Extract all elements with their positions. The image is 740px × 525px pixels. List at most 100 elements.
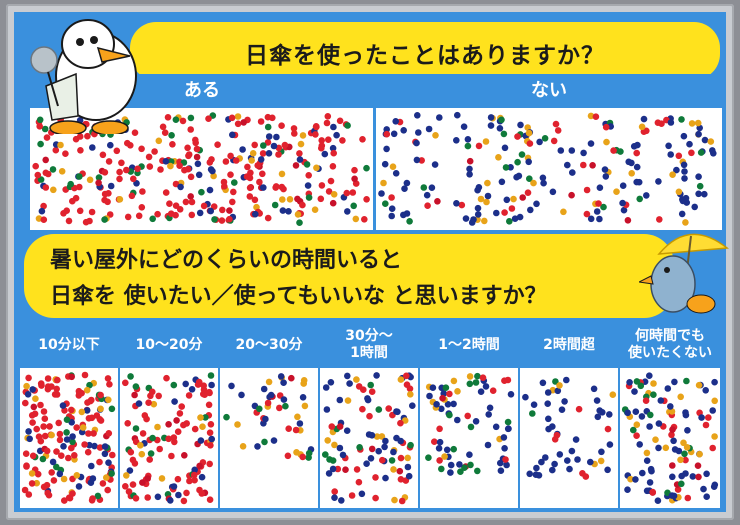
sticker-dot [252, 210, 259, 218]
sticker-dot [294, 413, 301, 421]
sticker-dot [176, 162, 183, 169]
sticker-dot [388, 194, 395, 201]
sticker-dot [170, 381, 178, 389]
sticker-dot [590, 385, 598, 393]
sticker-dot [286, 196, 294, 203]
sticker-dot [696, 182, 704, 190]
sticker-dot [368, 388, 376, 395]
sticker-dot [313, 164, 320, 172]
sticker-dot [257, 156, 265, 163]
sticker-dot [84, 399, 91, 406]
sticker-dot [229, 131, 236, 139]
sticker-dot [564, 161, 571, 169]
sticker-dot [589, 162, 596, 169]
sticker-dot [677, 393, 684, 401]
sticker-area-1-2hours [420, 370, 518, 506]
sticker-dot [495, 154, 502, 161]
sticker-dot [486, 404, 494, 412]
sticker-dot [206, 186, 214, 194]
sticker-dot [498, 178, 506, 186]
sticker-dot [560, 208, 567, 216]
sticker-dot [619, 199, 626, 207]
sticker-dot [691, 203, 698, 211]
sticker-dot [554, 127, 562, 134]
sticker-dot [296, 156, 304, 163]
sticker-dot [361, 216, 368, 223]
sticker-dot [278, 170, 286, 178]
sticker-dot [187, 193, 194, 200]
sticker-dot [154, 423, 161, 431]
sticker-dot [343, 189, 351, 197]
sticker-dot [197, 437, 205, 444]
sticker-area-over-2hours [520, 370, 618, 506]
sticker-dot [234, 120, 242, 128]
sticker-dot [510, 195, 517, 203]
sticker-dot [688, 149, 695, 157]
sticker-dot [681, 175, 688, 182]
sticker-dot [526, 140, 534, 147]
sticker-dot [696, 450, 703, 458]
sticker-dot [146, 163, 154, 170]
sticker-dot [192, 139, 199, 147]
sticker-dot [346, 380, 353, 387]
sticker-dot [385, 405, 392, 412]
sticker-dot [558, 406, 566, 413]
sticker-dot [388, 212, 395, 220]
sticker-dot [32, 395, 39, 402]
sticker-dot [681, 168, 688, 175]
sticker-dot [682, 456, 689, 464]
sticker-dot [436, 438, 444, 446]
sticker-dot [446, 411, 453, 419]
sticker-dot [597, 457, 605, 465]
sticker-dot [83, 386, 91, 394]
sticker-dot [325, 470, 333, 477]
sticker-dot [54, 376, 61, 384]
sticker-dot [229, 198, 236, 206]
sticker-dot [323, 406, 331, 413]
sticker-dot [592, 113, 600, 120]
sticker-dot [91, 442, 98, 450]
sticker-dot [49, 458, 57, 466]
sticker-dot [29, 419, 36, 426]
sticker-dot [73, 424, 80, 431]
sticker-dot [336, 396, 344, 404]
sticker-dot [105, 430, 113, 437]
sticker-dot [539, 174, 547, 182]
sticker-dot [227, 152, 234, 160]
sticker-dot [477, 388, 485, 395]
sticker-dot [710, 483, 718, 490]
sticker-dot [636, 195, 643, 203]
sticker-dot [550, 137, 558, 145]
sticker-dot [472, 418, 480, 425]
sticker-dot [65, 217, 73, 225]
sticker-dot [71, 452, 78, 459]
sticker-dot [104, 486, 111, 494]
column-header-20-30min: 20〜30分 [235, 336, 303, 353]
sticker-dot [86, 217, 93, 225]
sticker-dot [474, 372, 481, 380]
sticker-dot [684, 494, 692, 502]
sticker-dot [155, 392, 162, 400]
sticker-dot [62, 150, 69, 157]
sticker-dot [669, 426, 676, 433]
sticker-dot [288, 374, 295, 382]
column-divider [218, 322, 220, 508]
sticker-dot [420, 184, 428, 191]
sticker-dot [466, 165, 473, 173]
sticker-dot [211, 216, 218, 223]
sticker-dot [129, 456, 137, 464]
sticker-dot [705, 414, 712, 421]
sticker-dot [617, 148, 624, 155]
sticker-dot [461, 464, 468, 471]
sticker-dot [303, 161, 311, 168]
sticker-dot [339, 451, 347, 459]
sticker-dot [231, 179, 238, 186]
sticker-dot [640, 115, 648, 123]
sticker-dot [246, 184, 254, 192]
sticker-dot [650, 380, 657, 387]
sticker-dot [359, 405, 366, 413]
sticker-dot [514, 158, 521, 166]
sticker-dot [238, 391, 245, 399]
sticker-area-no [376, 110, 722, 228]
sticker-dot [450, 445, 457, 453]
